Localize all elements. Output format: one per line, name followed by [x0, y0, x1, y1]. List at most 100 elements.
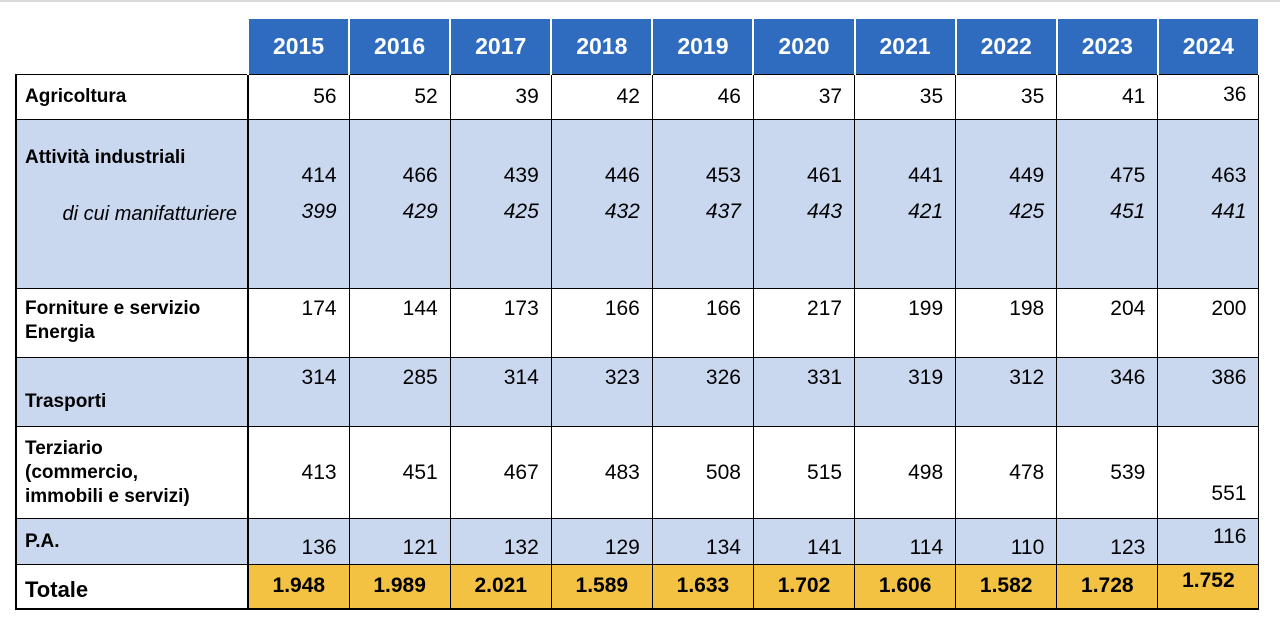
row-label: Trasporti	[15, 357, 249, 427]
table-cell: 319	[854, 357, 957, 427]
table-cell: 312	[955, 357, 1058, 427]
row-label-line: Forniture e servizio	[25, 298, 201, 319]
table-cell: 42	[550, 74, 653, 120]
table-cell: 173	[449, 288, 552, 358]
table-cell: 285	[348, 357, 451, 427]
table-cell: 429	[348, 189, 451, 289]
table-cell: 331	[752, 357, 856, 427]
table-cell: 425	[955, 189, 1058, 289]
row-label-line: immobili e servizi)	[25, 485, 190, 507]
row-label-line: (commercio,	[25, 461, 138, 483]
table-cell: 425	[449, 189, 552, 289]
table-cell: 37	[752, 74, 856, 120]
table-cell: 498	[854, 426, 957, 519]
table-cell: 204	[1056, 288, 1159, 358]
table-cell: 432	[550, 189, 653, 289]
table-cell: 414	[247, 119, 350, 190]
total-cell: 1.633	[651, 564, 754, 610]
table-cell: 386	[1157, 357, 1260, 427]
row-label: P.A.	[15, 518, 249, 565]
table-cell: 217	[752, 288, 856, 358]
table-cell: 508	[651, 426, 754, 519]
emissions-table: 2015 2016 2017 2018 2019 2020 2021 2022 …	[15, 19, 1260, 610]
row-label: Agricoltura	[15, 74, 249, 120]
total-cell: 1.989	[348, 564, 451, 610]
row-label: Terziario (commercio, immobili e servizi…	[15, 426, 249, 519]
table-cell: 446	[550, 119, 653, 190]
year-header: 2020	[752, 19, 856, 75]
table-cell: 441	[1157, 189, 1260, 289]
table-row-totale: Totale 1.948 1.989 2.021 1.589 1.633 1.7…	[15, 564, 1260, 610]
table-cell: 41	[1056, 74, 1159, 120]
table-cell: 449	[955, 119, 1058, 190]
header-corner	[16, 19, 248, 75]
row-label: Forniture e servizio Energia	[15, 288, 249, 358]
table-cell: 314	[247, 357, 350, 427]
table-cell: 551	[1157, 426, 1260, 519]
header-row: 2015 2016 2017 2018 2019 2020 2021 2022 …	[16, 19, 1260, 75]
year-header: 2017	[449, 19, 553, 75]
table-cell: 121	[348, 518, 451, 565]
table-cell: 35	[854, 74, 957, 120]
table-cell: 323	[550, 357, 653, 427]
table-cell: 451	[348, 426, 451, 519]
total-cell: 1.702	[752, 564, 856, 610]
year-header: 2022	[954, 19, 1058, 75]
year-header: 2021	[853, 19, 957, 75]
table-cell: 116	[1157, 518, 1260, 565]
year-header: 2015	[246, 19, 351, 75]
table-cell: 453	[651, 119, 754, 190]
row-label: Attività industriali	[15, 119, 249, 190]
table-cell: 144	[348, 288, 451, 358]
year-header: 2023	[1055, 19, 1159, 75]
row-label: di cui manifatturiere	[15, 189, 249, 289]
table-cell: 199	[854, 288, 957, 358]
table-row-trasporti: Trasporti 314 285 314 323 326 331 319 31…	[15, 357, 1260, 427]
table-cell: 200	[1157, 288, 1260, 358]
total-cell: 1.589	[550, 564, 653, 610]
table-cell: 467	[449, 426, 552, 519]
table-cell: 46	[651, 74, 754, 120]
table-cell: 134	[651, 518, 754, 565]
table-cell: 515	[752, 426, 856, 519]
table-cell: 437	[651, 189, 754, 289]
table-cell: 114	[854, 518, 957, 565]
table-cell: 132	[449, 518, 552, 565]
table-cell: 110	[955, 518, 1058, 565]
table-cell: 461	[752, 119, 856, 190]
table-cell: 483	[550, 426, 653, 519]
table-cell: 35	[955, 74, 1058, 120]
table-cell: 198	[955, 288, 1058, 358]
year-header: 2019	[651, 19, 755, 75]
year-header: 2016	[348, 19, 452, 75]
row-label-line: Energia	[25, 322, 95, 343]
table-cell: 141	[752, 518, 856, 565]
top-divider	[0, 0, 1280, 2]
total-cell: 2.021	[449, 564, 552, 610]
table-cell: 129	[550, 518, 653, 565]
table-cell: 421	[854, 189, 957, 289]
table-row-manifatturiere: di cui manifatturiere 399 429 425 432 43…	[15, 189, 1260, 289]
table-cell: 439	[449, 119, 552, 190]
table-cell: 174	[247, 288, 350, 358]
table-row-agricoltura: Agricoltura 56 52 39 42 46 37 35 35 41 3…	[15, 74, 1260, 120]
table-row-terziario: Terziario (commercio, immobili e servizi…	[15, 426, 1260, 519]
table-cell: 346	[1056, 357, 1159, 427]
table-cell: 56	[247, 74, 350, 120]
table-cell: 466	[348, 119, 451, 190]
table-row-pa: P.A. 136 121 132 129 134 141 114 110 123…	[15, 518, 1260, 565]
table-cell: 478	[955, 426, 1058, 519]
table-row-forniture-energia: Forniture e servizio Energia 174 144 173…	[15, 288, 1260, 358]
year-header: 2018	[550, 19, 654, 75]
total-cell: 1.752	[1157, 564, 1260, 610]
table-cell: 399	[247, 189, 350, 289]
table-cell: 326	[651, 357, 754, 427]
total-cell: 1.948	[247, 564, 350, 610]
table-cell: 539	[1056, 426, 1159, 519]
table-cell: 441	[854, 119, 957, 190]
table-cell: 413	[247, 426, 350, 519]
table-cell: 123	[1056, 518, 1159, 565]
table-cell: 443	[752, 189, 856, 289]
total-cell: 1.728	[1056, 564, 1159, 610]
table-cell: 166	[651, 288, 754, 358]
